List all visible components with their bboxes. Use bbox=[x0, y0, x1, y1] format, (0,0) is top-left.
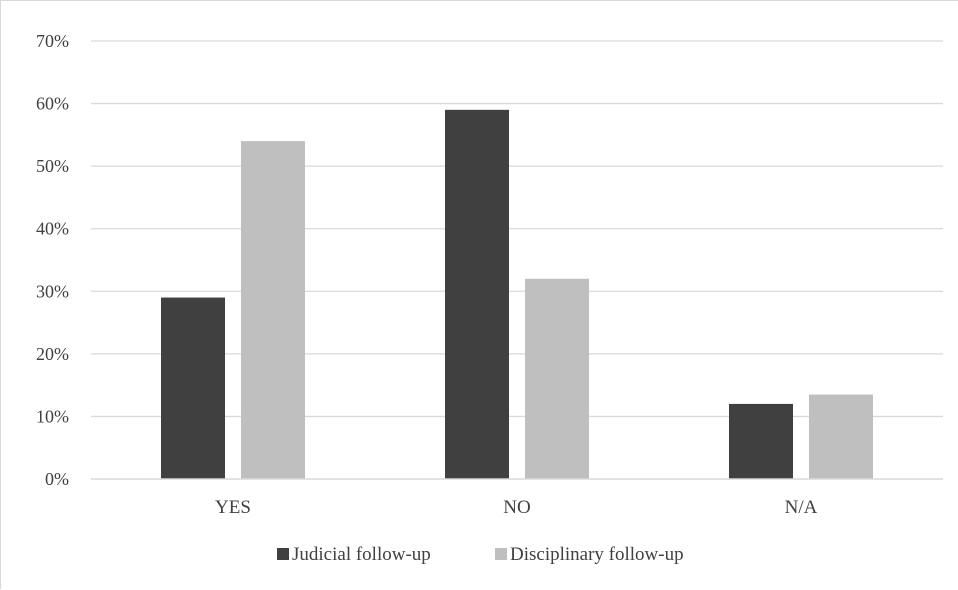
bar-judicial-follow-up-yes bbox=[161, 297, 225, 479]
legend: Judicial follow-up Disciplinary follow-up bbox=[277, 544, 684, 565]
y-tick-label: 20% bbox=[36, 344, 69, 364]
x-category-label: NO bbox=[503, 497, 530, 518]
bar-disciplinary-follow-up-no bbox=[525, 278, 589, 479]
bar-judicial-follow-up-no bbox=[445, 109, 509, 479]
legend-label-disciplinary-follow-up: Disciplinary follow-up bbox=[510, 544, 684, 565]
legend-swatch-judicial-follow-up bbox=[277, 548, 289, 560]
bars bbox=[161, 109, 873, 479]
y-tick-label: 10% bbox=[36, 406, 69, 426]
y-tick-label: 50% bbox=[36, 156, 69, 176]
y-tick-label: 0% bbox=[45, 469, 69, 489]
y-axis-tick-labels: 0% 10% 20% 30% 40% 50% 60% 70% bbox=[36, 31, 69, 489]
legend-label-judicial-follow-up: Judicial follow-up bbox=[292, 544, 431, 565]
y-tick-label: 60% bbox=[36, 94, 69, 114]
bar-disciplinary-follow-up-n-a bbox=[809, 394, 873, 479]
bar-disciplinary-follow-up-yes bbox=[241, 141, 305, 479]
y-tick-label: 30% bbox=[36, 281, 69, 301]
gridlines bbox=[91, 40, 943, 418]
x-category-label: YES bbox=[215, 497, 251, 518]
x-category-label: N/A bbox=[785, 497, 818, 518]
bar-judicial-follow-up-n-a bbox=[729, 403, 793, 479]
legend-swatch-disciplinary-follow-up bbox=[495, 548, 507, 560]
y-tick-label: 70% bbox=[36, 31, 69, 51]
y-tick-label: 40% bbox=[36, 219, 69, 239]
x-axis-category-labels: YES NO N/A bbox=[215, 497, 818, 518]
